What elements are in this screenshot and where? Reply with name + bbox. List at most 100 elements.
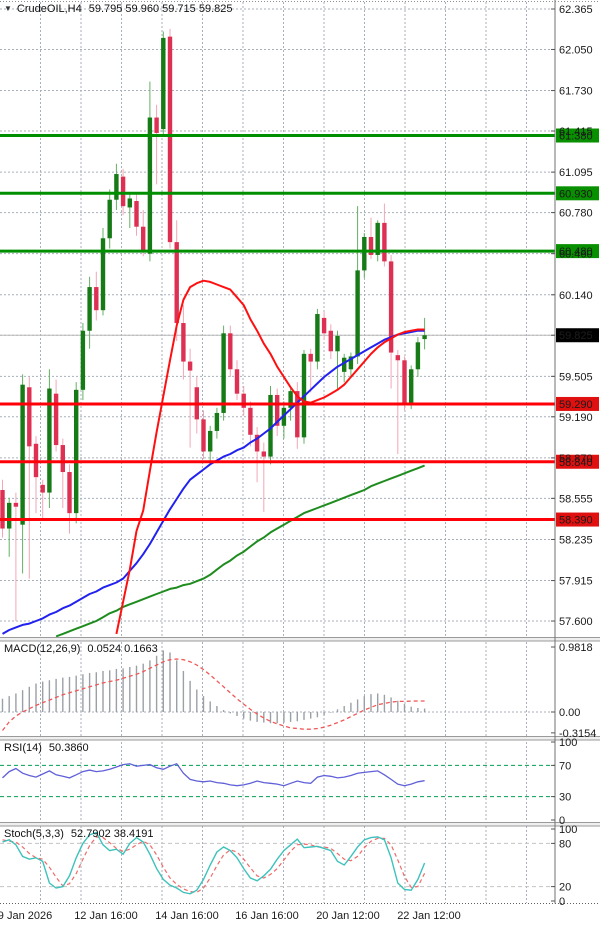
price-tick-label: 61.095 xyxy=(559,167,593,179)
candle-body xyxy=(308,353,313,362)
macd-pane xyxy=(0,650,555,731)
candle-body xyxy=(127,198,132,208)
candle-body xyxy=(321,317,327,334)
candle-body xyxy=(74,389,79,514)
sep-main-macd xyxy=(0,637,600,641)
candle-body xyxy=(261,451,266,457)
candle-body xyxy=(201,419,206,452)
candle-body xyxy=(375,222,380,255)
resistance-badge xyxy=(556,128,599,143)
price-tick-label: 57.915 xyxy=(559,576,593,588)
symbol-label: CrudeOIL,H4 xyxy=(16,3,82,15)
candle-body xyxy=(335,335,340,352)
price-tick-label: 60.140 xyxy=(559,290,593,302)
macd-tick-label: 0.9818 xyxy=(559,642,593,654)
macd-tick-label: -0.3154 xyxy=(559,728,596,740)
candle-body xyxy=(80,330,86,390)
candle-body xyxy=(221,333,226,413)
candle-body xyxy=(228,333,233,370)
candle-body xyxy=(362,236,367,271)
support-badge xyxy=(556,396,599,411)
support-badge xyxy=(556,454,599,469)
stoch-tick-label: 80 xyxy=(559,838,571,850)
rsi-tick-label: 100 xyxy=(559,737,577,749)
rsi-pane xyxy=(0,763,555,798)
candle-body xyxy=(107,199,112,239)
price-tick-label: 59.190 xyxy=(559,412,593,424)
rsi-tick-label: 0 xyxy=(559,815,565,827)
candle-body xyxy=(268,394,273,457)
time-label: 12 Jan 16:00 xyxy=(74,910,138,922)
rsi-tick-label: 30 xyxy=(559,792,571,804)
price-tick-label: 58.235 xyxy=(559,534,593,546)
price-axis-labels xyxy=(551,8,599,902)
ma-green-line xyxy=(55,464,425,637)
candle-body xyxy=(355,270,360,357)
chart-title-bar: ▼ CrudeOIL,H4 59.795 59.960 59.715 59.825 xyxy=(4,3,232,15)
price-tick-label: 61.730 xyxy=(559,86,593,98)
rsi-line xyxy=(2,763,425,787)
candle-body xyxy=(7,502,12,529)
candle-body xyxy=(241,393,246,408)
candle-body xyxy=(342,357,347,372)
candle-body xyxy=(27,387,32,447)
candle-body xyxy=(208,430,213,452)
candle-body xyxy=(181,323,186,362)
candle-body xyxy=(254,434,260,452)
candles-layer xyxy=(0,28,427,622)
candle-body xyxy=(114,174,119,200)
stoch-tick-label: 0 xyxy=(559,896,565,908)
price-tick-label: 62.050 xyxy=(559,44,593,56)
candle-body xyxy=(328,330,333,352)
candle-body xyxy=(288,391,293,408)
price-tick-label: 60.780 xyxy=(559,208,593,220)
resistance-badge xyxy=(556,186,599,201)
sep-macd-rsi xyxy=(0,736,600,740)
candle-body xyxy=(134,201,139,227)
macd-tick-label: 0.00 xyxy=(559,707,580,719)
time-axis[interactable] xyxy=(0,905,600,926)
candle-body xyxy=(100,238,106,311)
candle-body xyxy=(187,361,193,371)
candle-body xyxy=(275,394,280,426)
support-badge-label: 59.290 xyxy=(559,399,593,411)
stoch-pane xyxy=(0,831,555,895)
candle-body xyxy=(53,393,59,446)
candle-body xyxy=(0,490,5,529)
price-tick-label: 60.460 xyxy=(559,249,593,261)
time-label: 22 Jan 12:00 xyxy=(397,910,461,922)
price-tick-label: 58.555 xyxy=(559,493,593,505)
candle-body xyxy=(141,226,146,252)
price-tick-label: 59.825 xyxy=(559,330,593,342)
candle-body xyxy=(234,369,240,394)
symbol-collapse-icon[interactable]: ▼ xyxy=(4,4,12,13)
resistance-badge xyxy=(556,244,599,259)
candle-body xyxy=(174,242,179,324)
candle-body xyxy=(348,356,354,370)
candle-body xyxy=(248,407,253,435)
candle-body xyxy=(67,472,72,514)
candle-body xyxy=(40,484,45,493)
resistance-badge-label: 60.930 xyxy=(559,188,593,200)
candle-body xyxy=(415,342,421,370)
candle-body xyxy=(295,391,300,438)
candle-body xyxy=(402,360,407,404)
support-badge xyxy=(556,512,599,527)
current-price-badge xyxy=(556,328,599,343)
candle-body xyxy=(20,384,25,525)
candle-body xyxy=(60,445,65,473)
candle-body xyxy=(214,412,220,431)
stoch-tick-label: 20 xyxy=(559,882,571,894)
candle-body xyxy=(315,314,320,362)
price-axis[interactable] xyxy=(556,0,600,904)
candle-body xyxy=(120,176,126,207)
resistance-badge-label: 60.480 xyxy=(559,246,593,258)
price-tick-label: 58.870 xyxy=(559,453,593,465)
time-label: 16 Jan 16:00 xyxy=(235,910,299,922)
candle-body xyxy=(13,502,19,507)
time-label: 14 Jan 16:00 xyxy=(155,910,219,922)
candle-body xyxy=(388,261,394,353)
time-label: 20 Jan 12:00 xyxy=(316,910,380,922)
